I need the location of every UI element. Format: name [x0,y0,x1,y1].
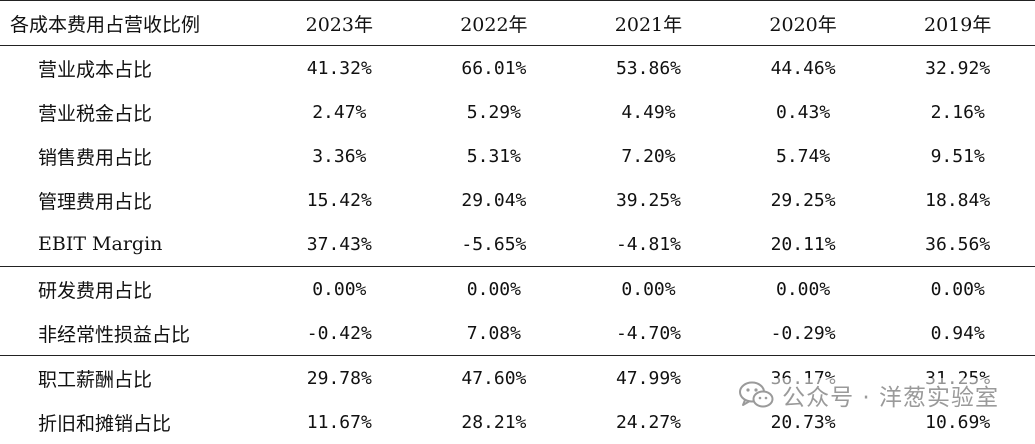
row-label: 营业税金占比 [38,102,153,125]
row-value: 4.49% [621,101,676,123]
row-value: 39.25% [615,189,681,211]
row-value: 53.86% [615,57,681,79]
row-value: 5.31% [466,145,521,167]
row-value: -5.65% [461,233,527,255]
row-value: 41.32% [306,57,372,79]
row-value: 20.11% [770,233,836,255]
row-value: 2.16% [930,101,985,123]
row-value: 47.99% [571,355,726,400]
row-label: 研发费用占比 [0,266,262,311]
row-value: 9.51% [930,145,985,167]
header-row: 各成本费用占营收比例 2023年 2022年 2021年 2020年 2019年 [0,0,1035,46]
row-value: 3.36% [312,145,367,167]
row-value: 37.43% [306,233,372,255]
row-label: 管理费用占比 [38,190,153,213]
row-value: 11.67% [306,411,372,433]
header-year: 2023年 [305,13,373,36]
row-value: -0.42% [306,322,372,344]
row-value: -4.70% [615,322,681,344]
table-row: 非经常性损益占比 -0.42% 7.08% -4.70% -0.29% 0.94… [0,311,1035,356]
header-year: 2020年 [769,13,837,36]
row-label: 非经常性损益占比 [38,323,191,346]
row-value: 20.73% [770,411,836,433]
header-year: 2021年 [614,13,683,36]
row-value: 44.46% [770,57,836,79]
row-value: 7.08% [466,322,521,344]
watermark-text: 公众号 · 洋葱实验室 [782,385,999,411]
row-value: 29.78% [262,355,417,400]
row-label: EBIT Margin [38,233,163,255]
row-value: 47.60% [416,355,572,400]
row-value: 0.00% [262,266,417,311]
row-value: 15.42% [306,189,372,211]
table-row: 管理费用占比 15.42% 29.04% 39.25% 29.25% 18.84… [0,178,1035,222]
header-year: 2019年 [924,13,992,36]
row-value: 0.00% [416,266,572,311]
row-value: 0.94% [930,322,985,344]
table-row: 营业成本占比 41.32% 66.01% 53.86% 44.46% 32.92… [0,46,1035,91]
row-label: 职工薪酬占比 [0,355,262,400]
row-value: 0.00% [880,266,1035,311]
row-value: 66.01% [461,57,527,79]
table-row: 研发费用占比 0.00% 0.00% 0.00% 0.00% 0.00% [0,266,1035,311]
row-value: 18.84% [925,189,991,211]
wechat-icon [739,381,774,408]
header-label: 各成本费用占营收比例 [10,13,201,36]
row-value: -0.29% [770,322,836,344]
row-value: 2.47% [312,101,367,123]
watermark: 公众号 · 洋葱实验室 [734,378,1003,412]
row-value: 5.29% [466,101,521,123]
row-value: 29.25% [770,189,836,211]
table-row: 营业税金占比 2.47% 5.29% 4.49% 0.43% 2.16% [0,90,1035,134]
row-value: 0.00% [725,266,881,311]
row-value: 0.00% [571,266,726,311]
row-value: 29.04% [461,189,527,211]
row-value: 7.20% [621,145,676,167]
table-row: 销售费用占比 3.36% 5.31% 7.20% 5.74% 9.51% [0,134,1035,178]
row-value: 28.21% [461,411,527,433]
row-value: 10.69% [925,411,991,433]
row-value: 24.27% [615,411,681,433]
row-value: 0.43% [775,101,831,123]
row-label: 营业成本占比 [38,58,153,81]
row-value: 32.92% [925,57,991,79]
table-row: EBIT Margin 37.43% -5.65% -4.81% 20.11% … [0,222,1035,267]
row-value: 36.56% [925,233,991,255]
header-year: 2022年 [460,13,528,36]
table-row: 折旧和摊销占比 11.67% 28.21% 24.27% 20.73% 10.6… [0,400,1035,444]
row-label: 折旧和摊销占比 [38,412,172,435]
table-row: 职工薪酬占比 29.78% 47.60% 47.99% 36.17% 31.25… [0,355,1035,400]
row-value: 5.74% [775,145,831,167]
row-label: 销售费用占比 [38,146,153,169]
row-value: -4.81% [615,233,681,255]
